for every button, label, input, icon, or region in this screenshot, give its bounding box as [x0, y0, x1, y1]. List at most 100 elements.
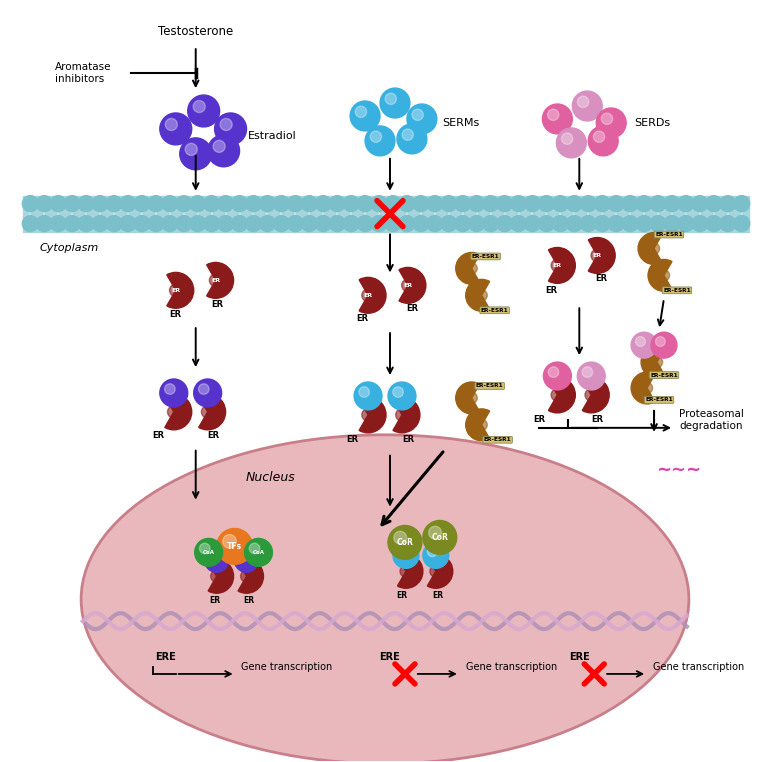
Circle shape — [194, 379, 222, 407]
Circle shape — [577, 362, 605, 390]
Circle shape — [538, 196, 555, 212]
Circle shape — [120, 196, 136, 212]
Text: ER: ER — [396, 591, 408, 600]
Circle shape — [315, 196, 331, 212]
Circle shape — [734, 196, 750, 212]
Text: Gene transcription: Gene transcription — [466, 662, 557, 672]
Circle shape — [407, 104, 436, 134]
Text: ER: ER — [356, 314, 368, 323]
Circle shape — [580, 196, 596, 212]
Text: Gene transcription: Gene transcription — [653, 662, 745, 672]
Circle shape — [476, 290, 487, 301]
Wedge shape — [648, 259, 672, 291]
Circle shape — [706, 196, 722, 212]
Wedge shape — [588, 238, 615, 274]
Circle shape — [496, 216, 513, 232]
Circle shape — [524, 196, 541, 212]
Wedge shape — [641, 346, 665, 378]
Wedge shape — [393, 397, 420, 433]
Circle shape — [385, 196, 401, 212]
Circle shape — [544, 362, 571, 390]
Wedge shape — [359, 397, 386, 433]
Text: ER-ESR1: ER-ESR1 — [471, 254, 499, 259]
Circle shape — [455, 196, 471, 212]
Text: ER: ER — [553, 263, 562, 268]
Wedge shape — [548, 248, 575, 283]
Circle shape — [218, 196, 233, 212]
Circle shape — [216, 529, 253, 565]
Circle shape — [260, 216, 275, 232]
Circle shape — [588, 126, 619, 155]
Circle shape — [232, 216, 247, 232]
Circle shape — [209, 552, 218, 562]
Circle shape — [23, 216, 38, 232]
Circle shape — [65, 196, 80, 212]
Text: TFs: TFs — [227, 542, 242, 551]
Circle shape — [240, 571, 252, 582]
Circle shape — [246, 216, 261, 232]
Circle shape — [211, 571, 223, 582]
Circle shape — [359, 387, 370, 397]
Circle shape — [187, 95, 219, 127]
Circle shape — [551, 389, 563, 402]
Wedge shape — [631, 372, 655, 404]
Circle shape — [148, 216, 164, 232]
Text: ERE: ERE — [380, 652, 401, 662]
Wedge shape — [456, 382, 480, 414]
Text: ER: ER — [170, 309, 182, 319]
Circle shape — [398, 547, 407, 557]
Circle shape — [388, 526, 422, 559]
Text: SERMs: SERMs — [442, 118, 479, 128]
Circle shape — [577, 96, 589, 107]
Wedge shape — [398, 555, 423, 588]
Text: ER-ESR1: ER-ESR1 — [481, 308, 509, 312]
Circle shape — [343, 196, 359, 212]
Circle shape — [215, 113, 247, 145]
Circle shape — [185, 143, 198, 155]
Circle shape — [720, 196, 736, 212]
Circle shape — [239, 552, 247, 562]
Wedge shape — [548, 377, 575, 413]
Circle shape — [204, 216, 219, 232]
Circle shape — [357, 216, 373, 232]
Text: ERE: ERE — [569, 652, 590, 662]
Circle shape — [37, 216, 52, 232]
Circle shape — [585, 389, 598, 402]
Circle shape — [496, 196, 513, 212]
Circle shape — [566, 196, 582, 212]
Circle shape — [176, 196, 191, 212]
Circle shape — [162, 196, 177, 212]
Circle shape — [631, 332, 657, 358]
Circle shape — [548, 367, 559, 377]
Circle shape — [582, 367, 593, 377]
Text: ER-ESR1: ER-ESR1 — [476, 383, 503, 389]
Text: ER: ER — [545, 286, 558, 295]
Circle shape — [273, 196, 289, 212]
Circle shape — [650, 216, 666, 232]
Circle shape — [65, 216, 80, 232]
Circle shape — [385, 216, 401, 232]
Wedge shape — [466, 409, 489, 440]
Circle shape — [165, 118, 177, 130]
Text: ER: ER — [208, 431, 219, 440]
Circle shape — [650, 196, 666, 212]
Circle shape — [190, 216, 205, 232]
Circle shape — [393, 543, 419, 568]
Circle shape — [350, 101, 380, 131]
Text: Testosterone: Testosterone — [158, 25, 233, 38]
Wedge shape — [209, 559, 233, 594]
Circle shape — [232, 196, 247, 212]
Circle shape — [548, 109, 559, 120]
Circle shape — [622, 216, 638, 232]
Circle shape — [455, 216, 471, 232]
Circle shape — [287, 216, 303, 232]
Circle shape — [655, 337, 665, 347]
Circle shape — [430, 565, 442, 578]
Circle shape — [720, 216, 736, 232]
Circle shape — [734, 216, 750, 232]
Circle shape — [524, 216, 541, 232]
Circle shape — [510, 196, 527, 212]
Ellipse shape — [81, 435, 689, 762]
Circle shape — [573, 91, 602, 121]
Circle shape — [301, 216, 317, 232]
